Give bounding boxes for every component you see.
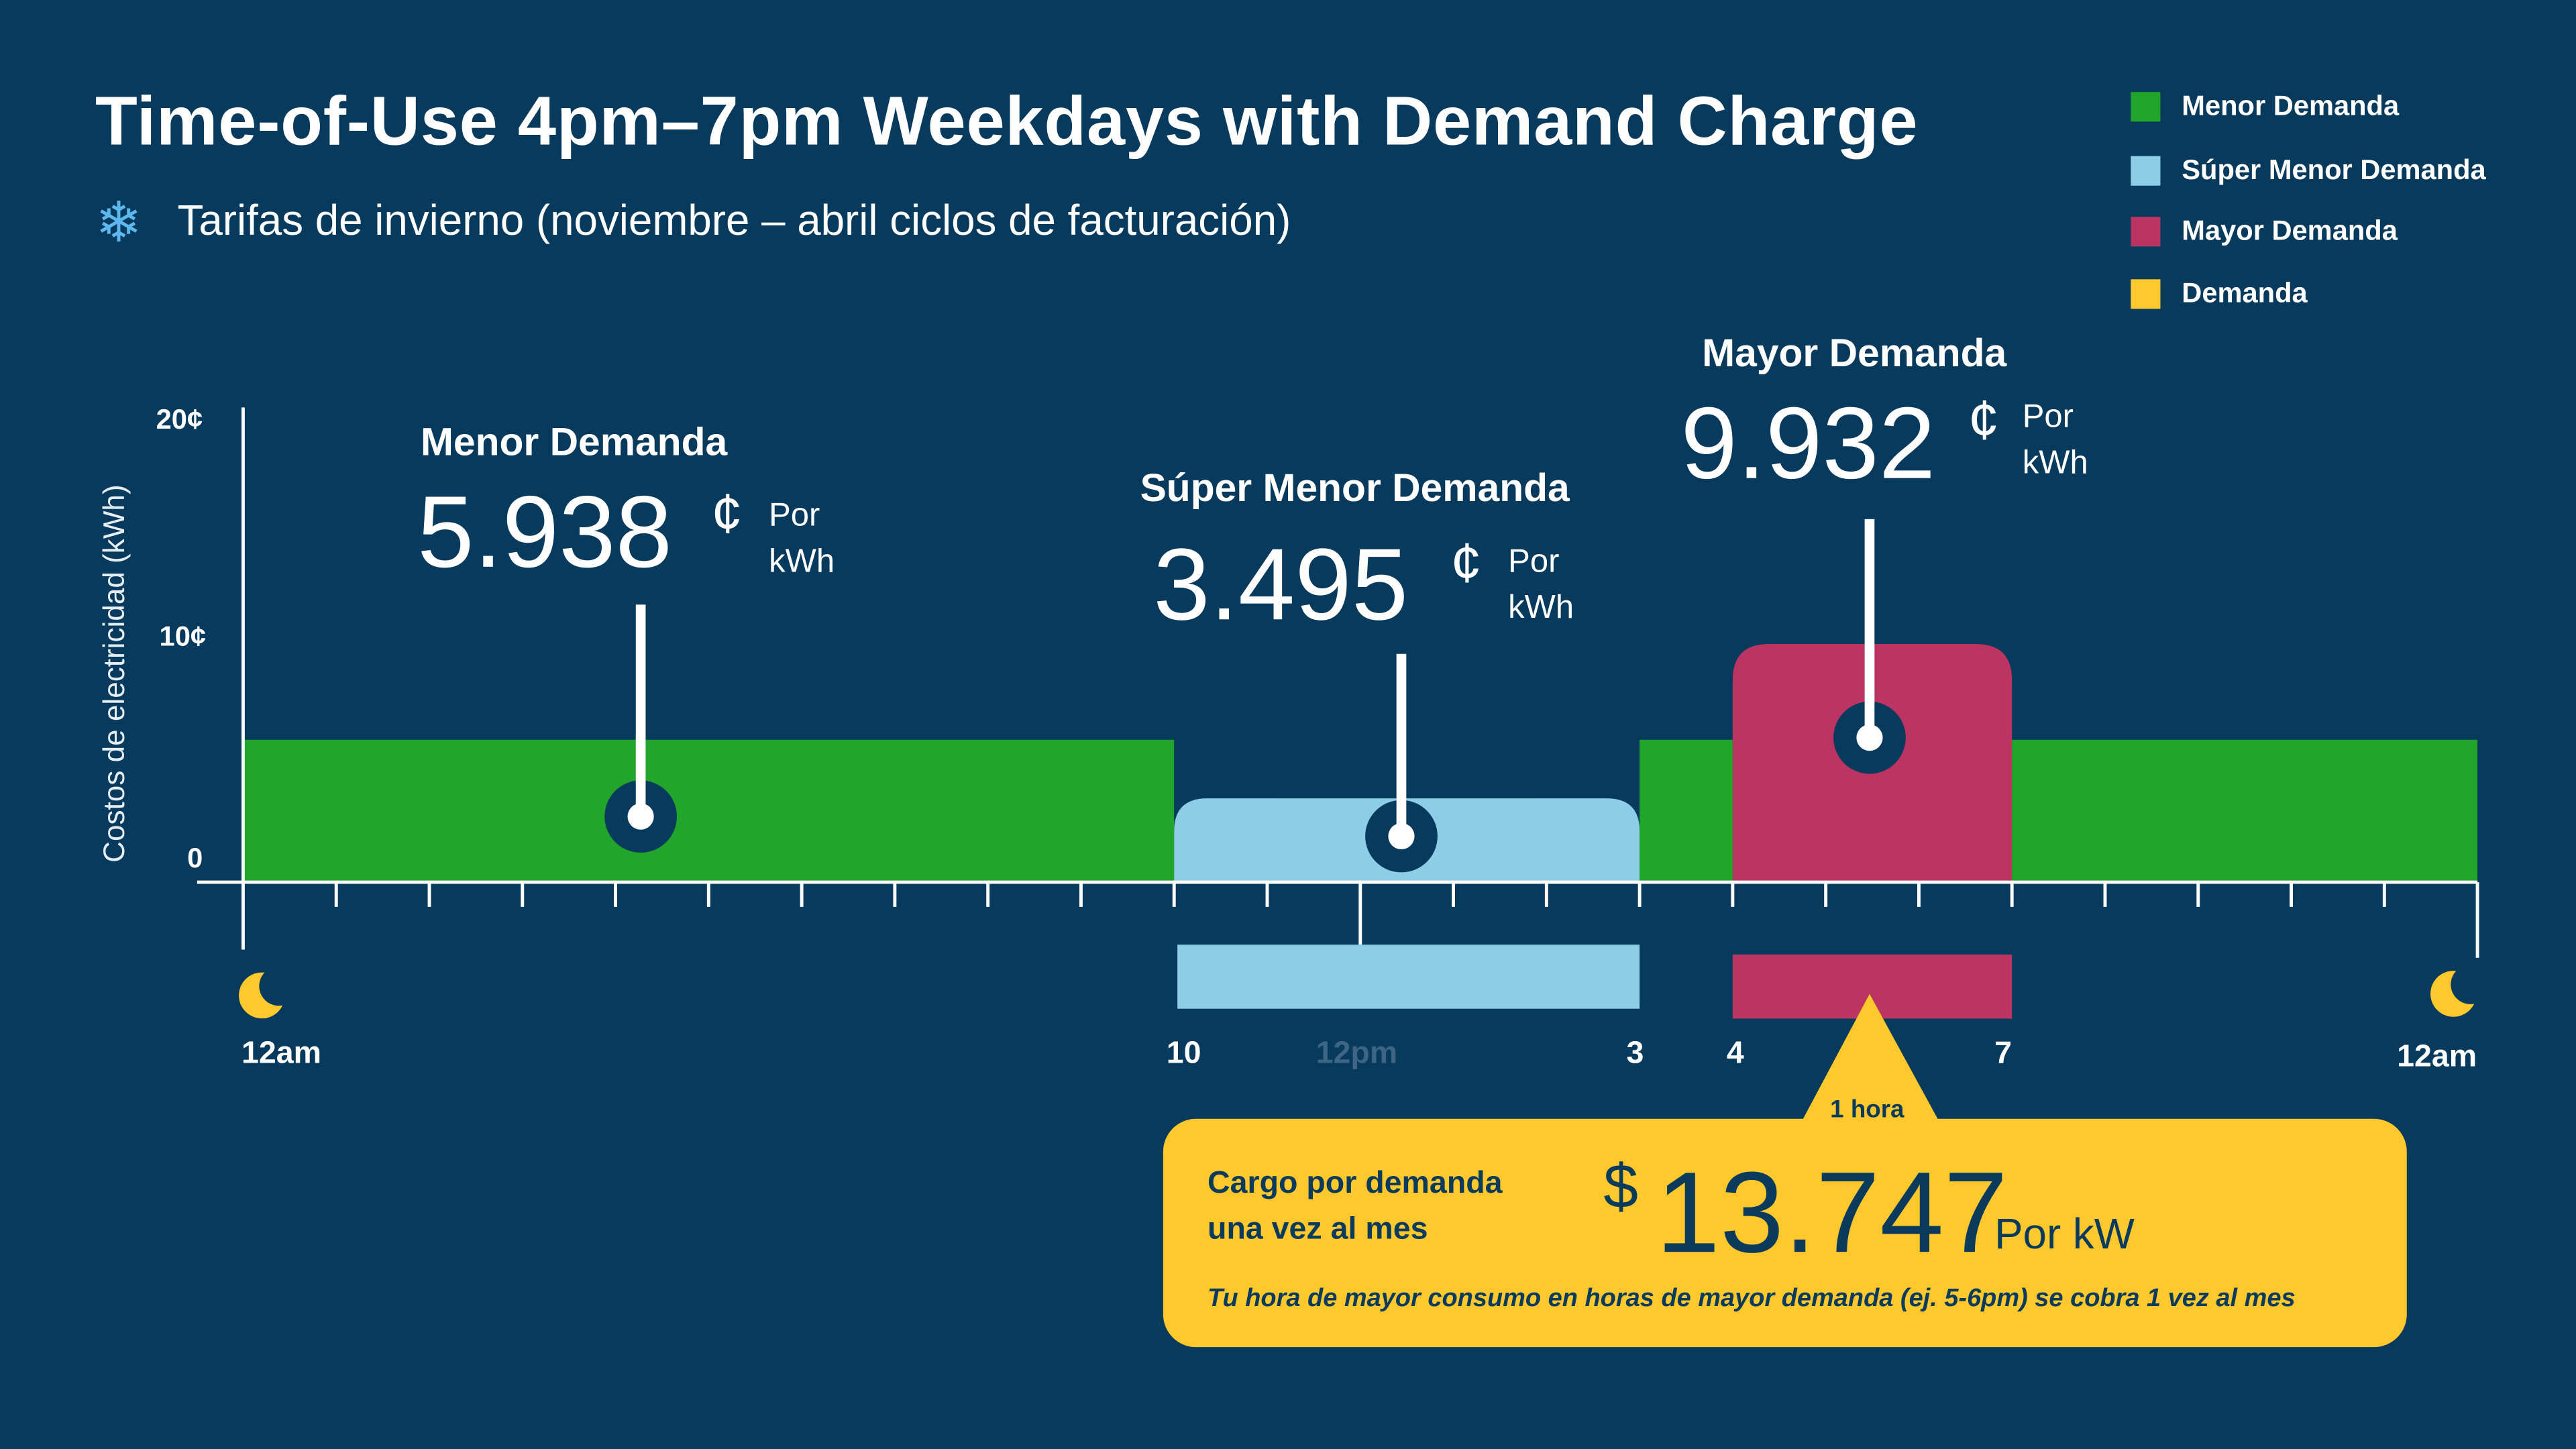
demand-title: Cargo por demanda una vez al mes (1208, 1161, 1503, 1253)
super-cent: ¢ (1450, 532, 1482, 595)
mayor-cent: ¢ (1968, 389, 2000, 452)
legend-label: Menor Demanda (2182, 90, 2400, 122)
mayor-unit: Por kWh (2023, 394, 2088, 486)
demand-unit: Por kW (1994, 1209, 2135, 1258)
demand-value: 13.747 (1656, 1148, 2008, 1277)
legend-swatch (2131, 156, 2161, 186)
bar-menor-demanda (1640, 739, 1733, 883)
unit-line: kWh (2022, 445, 2088, 482)
menor-cent: ¢ (711, 483, 743, 546)
mayor-label: Mayor Demanda (1702, 331, 2007, 376)
demand-currency: $ (1603, 1153, 1638, 1223)
legend-label: Demanda (2182, 277, 2308, 309)
x-label-12am: 12am (241, 1036, 322, 1071)
unit-line: Por (769, 498, 820, 534)
y-tick-10: 10¢ (159, 621, 207, 653)
subtitle: Tarifas de invierno (noviembre – abril c… (177, 195, 1291, 245)
moon-icon-end (2430, 971, 2475, 1017)
marker-dot (627, 803, 654, 830)
menor-unit: Por kWh (769, 493, 835, 585)
demand-pointer (1802, 994, 1939, 1121)
unit-line: Por (2022, 399, 2074, 435)
demand-charge-box (1163, 1118, 2407, 1348)
x-label-12pm: 12pm (1316, 1036, 1398, 1071)
x-label-4: 4 (1726, 1036, 1744, 1071)
moon-icon (239, 972, 283, 1019)
super-label: Súper Menor Demanda (1140, 466, 1570, 511)
menor-label: Menor Demanda (420, 420, 728, 466)
legend-label: Mayor Demanda (2182, 215, 2398, 247)
unit-line: kWh (1508, 590, 1574, 627)
legend-swatch (2131, 217, 2161, 247)
x-label-3: 3 (1626, 1036, 1644, 1071)
snowflake-icon: ❄ (95, 192, 142, 255)
legend-label: Súper Menor Demanda (2182, 154, 2486, 186)
demand-note: Tu hora de mayor consumo en horas de may… (1208, 1285, 2296, 1313)
unit-line: Por (1508, 543, 1560, 580)
x-label-12am-end: 12am (2397, 1040, 2477, 1075)
super-period-band (1177, 945, 1640, 1009)
marker-dot (1388, 822, 1415, 850)
bar-menor-demanda (2012, 739, 2478, 883)
demand-title-line: Cargo por demanda (1208, 1166, 1503, 1201)
page-title: Time-of-Use 4pm–7pm Weekdays with Demand… (95, 82, 1919, 160)
demand-window-label: 1 hora (1830, 1095, 1904, 1124)
menor-value: 5.938 (417, 476, 673, 590)
bar-menor-demanda (243, 739, 1175, 883)
super-value: 3.495 (1153, 529, 1409, 643)
marker-dot (1856, 724, 1883, 751)
demand-title-line: una vez al mes (1208, 1212, 1428, 1247)
legend-swatch (2131, 92, 2161, 122)
y-tick-0: 0 (187, 843, 203, 874)
unit-line: kWh (769, 543, 835, 580)
x-label-10: 10 (1166, 1036, 1201, 1071)
legend-swatch (2131, 279, 2161, 309)
mayor-value: 9.932 (1680, 387, 1936, 501)
y-tick-20: 20¢ (156, 404, 203, 435)
super-unit: Por kWh (1508, 539, 1574, 631)
x-label-7: 7 (1994, 1036, 2012, 1071)
